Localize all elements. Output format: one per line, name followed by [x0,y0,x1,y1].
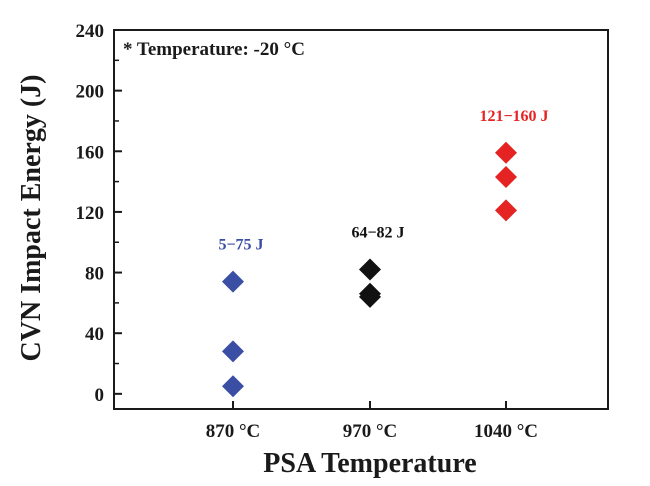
data-point-diamond [359,282,381,305]
data-point-diamond [495,166,517,189]
axes [113,29,609,410]
data-point-diamond [222,270,244,293]
ticks: 0 40 80 120 160 200 240 870 °C 970 °C 1040 °C [76,21,539,442]
y-tick-label: 40 [85,324,104,345]
y-tick-label: 160 [76,142,105,163]
x-tick-label: 970 °C [343,421,398,442]
data-point-diamond [222,340,244,363]
range-label: 121−160 J [479,108,548,125]
y-tick-label: 120 [76,203,105,224]
data-point-diamond [359,258,381,281]
x-tick-label: 870 °C [206,421,261,442]
data-point-diamond [495,199,517,222]
y-tick-label: 240 [76,21,105,42]
plot-frame [113,29,609,410]
data-point-diamond [495,141,517,164]
y-tick-label: 0 [95,385,105,406]
range-labels: 5−75 J 64−82 J 121−160 J [218,108,548,254]
x-axis-title: PSA Temperature [263,448,476,479]
data-point-diamond [222,375,244,398]
range-label: 64−82 J [351,225,404,242]
y-tick-label: 200 [76,82,105,103]
y-tick-label: 80 [85,264,104,285]
data-points [222,141,517,398]
x-tick-label: 1040 °C [474,421,538,442]
y-axis-title: CVN Impact Energy (J) [16,75,47,362]
annotation-text: * Temperature: -20 °C [123,39,305,60]
range-label: 5−75 J [218,237,263,254]
